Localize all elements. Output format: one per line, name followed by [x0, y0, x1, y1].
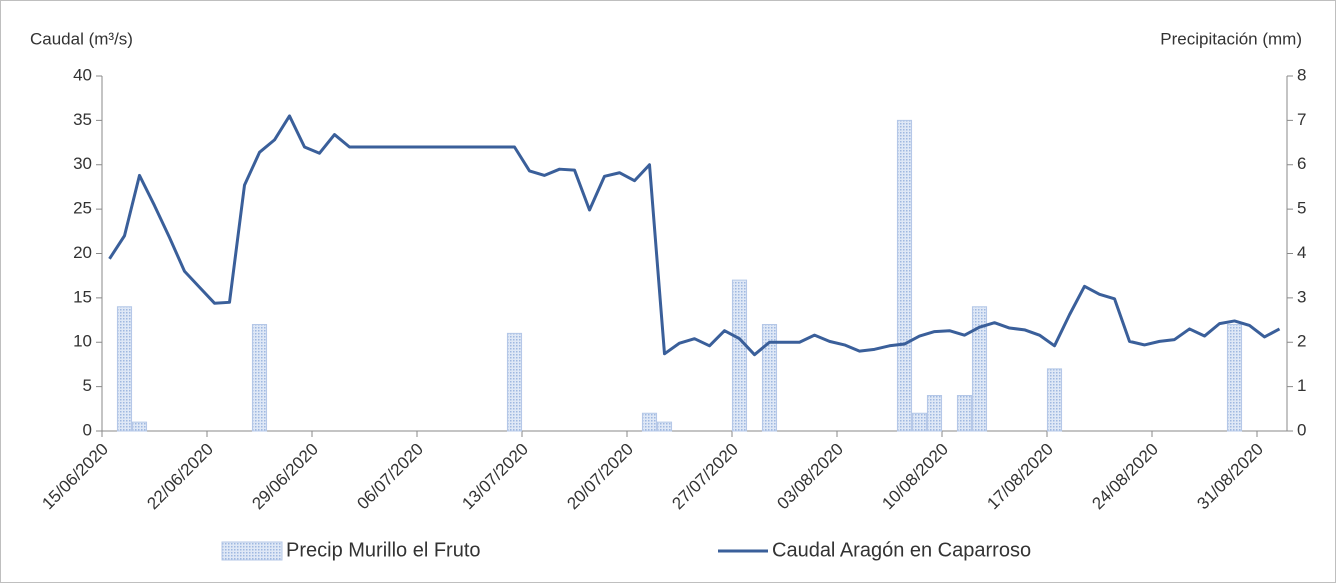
y2-tick-label: 0	[1297, 420, 1306, 439]
y2-tick-label: 5	[1297, 199, 1306, 218]
bar	[251, 324, 268, 432]
bar	[506, 332, 523, 432]
bar	[116, 306, 133, 432]
bar	[731, 279, 748, 432]
y-tick-label: 35	[73, 110, 92, 129]
y2-tick-label: 6	[1297, 154, 1306, 173]
line	[108, 114, 1281, 357]
y-tick-label: 25	[73, 199, 92, 218]
legend-swatch	[221, 541, 283, 561]
bar	[911, 412, 928, 432]
bar	[761, 324, 778, 432]
y2-tick-label: 2	[1297, 332, 1306, 351]
y-tick-label: 5	[83, 376, 92, 395]
y-tick-label: 15	[73, 287, 92, 306]
y-tick-label: 30	[73, 154, 92, 173]
bar	[956, 395, 973, 432]
bar	[896, 119, 913, 432]
y-tick-label: 40	[73, 65, 92, 84]
y2-tick-label: 3	[1297, 287, 1306, 306]
y-tick-label: 0	[83, 420, 92, 439]
y-tick-label: 10	[73, 332, 92, 351]
y-axis-title: Caudal (m³/s)	[30, 29, 133, 48]
y2-axis-title: Precipitación (mm)	[1160, 29, 1302, 48]
bar	[656, 421, 673, 432]
legend-label: Precip Murillo el Fruto	[286, 539, 481, 561]
y2-tick-label: 7	[1297, 110, 1306, 129]
y2-tick-label: 1	[1297, 376, 1306, 395]
bar	[926, 395, 943, 432]
legend-label: Caudal Aragón en Caparroso	[772, 539, 1031, 561]
bar	[971, 306, 988, 432]
bar	[641, 412, 658, 432]
bar	[1046, 368, 1063, 432]
y2-tick-label: 4	[1297, 243, 1306, 262]
bar	[1226, 324, 1243, 432]
bar	[131, 421, 148, 432]
y2-tick-label: 8	[1297, 65, 1306, 84]
y-tick-label: 20	[73, 243, 92, 262]
